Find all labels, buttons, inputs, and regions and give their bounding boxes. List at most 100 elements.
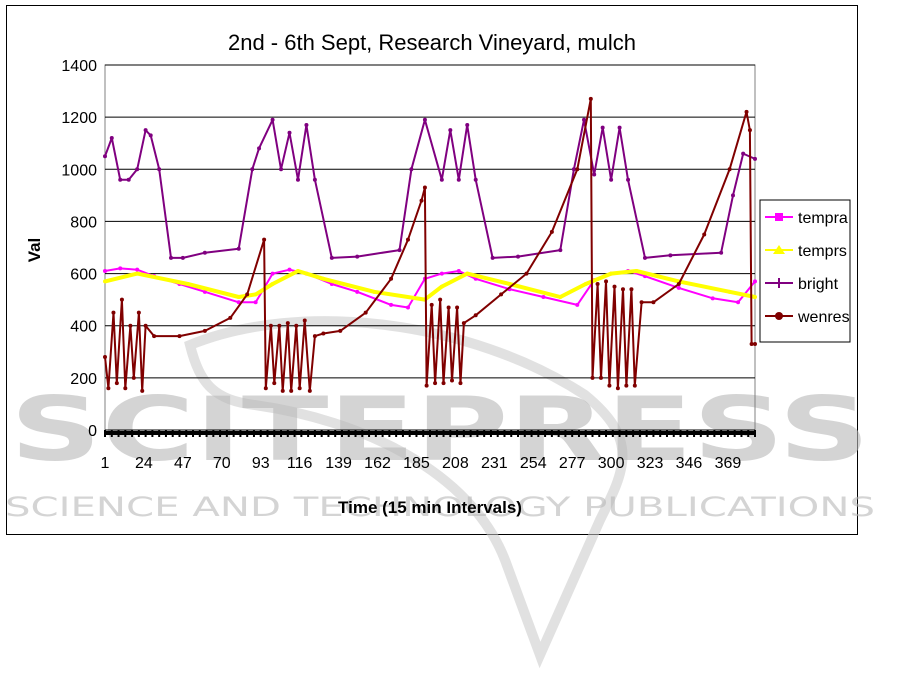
data-point-bright — [448, 128, 453, 133]
x-tick-label: 47 — [174, 455, 192, 472]
data-point-wenres — [753, 341, 757, 346]
data-point-temprs — [135, 271, 140, 276]
data-point-wenres — [446, 305, 451, 310]
data-point-wenres — [524, 271, 529, 276]
data-point-tempra — [118, 266, 123, 271]
data-point-temprs — [236, 295, 241, 300]
y-tick-label: 1200 — [61, 110, 97, 127]
data-point-bright — [719, 250, 724, 255]
watermark: SCITEPRESS SCIENCE AND TECHNOLOGY PUBLIC… — [5, 316, 875, 669]
data-point-wenres — [588, 96, 593, 101]
y-tick-label: 800 — [70, 214, 97, 231]
x-tick-labels: 1 24 47 70 93 116 139 162 185 208 231 254 277 300 323 3… — [101, 455, 742, 472]
data-point-bright — [118, 177, 123, 182]
data-point-temprs — [185, 282, 190, 286]
data-point-bright — [295, 177, 300, 182]
data-point-tempra — [541, 295, 546, 300]
data-point-wenres — [429, 302, 434, 307]
y-tick-label: 600 — [70, 267, 97, 284]
series-lines — [103, 96, 757, 393]
x-tick-label: 208 — [442, 455, 469, 472]
data-point-wenres — [280, 388, 285, 393]
legend-label-tempra: tempra — [798, 210, 848, 227]
x-tick-label: 300 — [598, 455, 625, 472]
data-point-wenres — [363, 310, 368, 315]
data-point-tempra — [736, 300, 741, 305]
data-point-temprs — [583, 282, 588, 286]
data-point-bright — [157, 167, 162, 172]
data-point-bright — [236, 246, 241, 251]
data-point-temprs — [295, 268, 300, 273]
y-tick-label: 1000 — [61, 162, 97, 179]
data-point-wenres — [202, 328, 207, 333]
data-point-wenres — [744, 109, 749, 114]
data-point-bright — [287, 130, 292, 135]
data-point-bright — [571, 167, 576, 172]
data-point-wenres — [612, 284, 617, 289]
data-point-wenres — [590, 375, 595, 380]
data-point-wenres — [433, 381, 438, 386]
data-point-tempra — [710, 296, 715, 301]
data-point-wenres — [473, 313, 478, 318]
data-point-wenres — [114, 381, 119, 386]
data-point-wenres — [263, 386, 268, 391]
legend-box — [759, 199, 851, 343]
data-point-tempra — [389, 302, 394, 307]
data-point-wenres — [651, 300, 656, 305]
data-point-wenres — [598, 375, 603, 380]
x-tick-label: 323 — [637, 455, 664, 472]
data-point-bright — [741, 151, 746, 156]
data-point-bright — [465, 122, 470, 127]
data-point-wenres — [119, 297, 124, 302]
data-point-wenres — [632, 383, 637, 388]
data-point-wenres — [307, 388, 312, 393]
legend-label-temprs: temprs — [798, 243, 847, 260]
data-point-wenres — [639, 300, 644, 305]
data-point-wenres — [438, 297, 443, 302]
chart-title: 2nd - 6th Sept, Research Vineyard, mulch — [228, 30, 636, 55]
data-point-bright — [169, 255, 174, 260]
x-tick-label: 185 — [403, 455, 430, 472]
x-tick-label: 1 — [101, 455, 110, 472]
data-point-bright — [250, 167, 255, 172]
data-point-bright — [257, 146, 262, 151]
legend-label-wenres: wenres — [797, 309, 850, 326]
legend-entry-wenres: wenres — [765, 309, 850, 326]
data-point-temprs — [753, 295, 757, 300]
data-point-temprs — [439, 284, 444, 289]
data-point-bright — [490, 255, 495, 260]
watermark-logo-swoosh — [184, 316, 628, 669]
y-axis-title: Val — [25, 238, 44, 263]
data-point-wenres — [140, 388, 145, 393]
x-tick-label: 70 — [213, 455, 231, 472]
data-point-bright — [355, 254, 360, 259]
data-point-tempra — [456, 268, 461, 273]
legend-entry-temprs: temprs — [765, 243, 847, 260]
series-line-wenres — [104, 97, 755, 392]
data-point-bright — [582, 117, 587, 122]
data-point-bright — [456, 177, 461, 182]
chart-frame — [6, 5, 858, 535]
data-point-tempra — [202, 289, 207, 294]
data-point-temprs — [270, 282, 275, 286]
data-point-bright — [103, 154, 107, 159]
legend-entry-tempra: tempra — [765, 210, 848, 227]
data-point-wenres — [422, 185, 427, 190]
data-point-bright — [135, 167, 140, 172]
data-point-bright — [609, 177, 614, 182]
data-point-bright — [422, 117, 427, 122]
data-point-tempra — [439, 271, 444, 276]
x-tick-marks — [104, 430, 756, 437]
series-line-bright — [104, 118, 756, 259]
data-point-wenres — [228, 315, 233, 320]
data-point-tempra — [103, 268, 107, 273]
data-point-bright — [600, 125, 605, 130]
data-point-temprs — [558, 295, 563, 300]
x-tick-label: 162 — [364, 455, 391, 472]
data-point-wenres — [312, 334, 317, 339]
y-tick-label: 0 — [88, 423, 97, 440]
y-tick-label: 200 — [70, 371, 97, 388]
x-tick-label: 24 — [135, 455, 153, 472]
data-point-bright — [279, 167, 284, 172]
x-axis-title: Time (15 min Intervals) — [338, 498, 522, 517]
